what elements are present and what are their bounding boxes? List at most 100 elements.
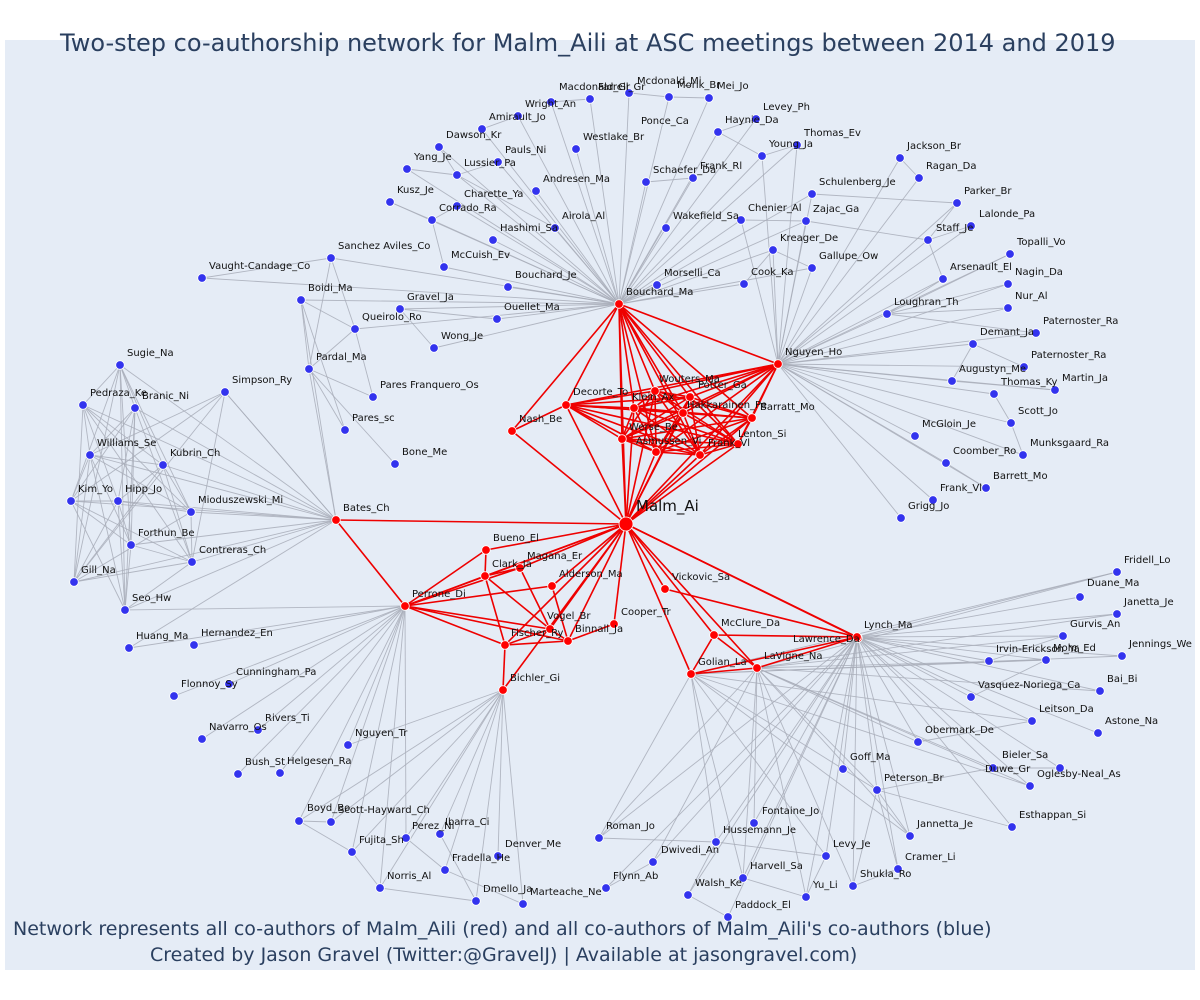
second-step-node[interactable] bbox=[1093, 728, 1103, 738]
second-step-node[interactable] bbox=[493, 157, 503, 167]
second-step-node[interactable] bbox=[1027, 716, 1037, 726]
second-step-node[interactable] bbox=[343, 740, 353, 750]
second-step-node[interactable] bbox=[928, 495, 938, 505]
coauthor-node[interactable] bbox=[695, 450, 705, 460]
second-step-node[interactable] bbox=[120, 605, 130, 615]
second-step-node[interactable] bbox=[531, 186, 541, 196]
coauthor-node[interactable] bbox=[331, 515, 341, 525]
second-step-node[interactable] bbox=[158, 460, 168, 470]
coauthor-node[interactable] bbox=[547, 581, 557, 591]
coauthor-node[interactable] bbox=[686, 669, 696, 679]
second-step-node[interactable] bbox=[807, 189, 817, 199]
coauthor-node[interactable] bbox=[481, 545, 491, 555]
second-step-node[interactable] bbox=[477, 124, 487, 134]
second-step-node[interactable] bbox=[326, 817, 336, 827]
second-step-node[interactable] bbox=[493, 851, 503, 861]
coauthor-node[interactable] bbox=[507, 426, 517, 436]
second-step-node[interactable] bbox=[895, 153, 905, 163]
coauthor-node[interactable] bbox=[614, 299, 624, 309]
coauthor-node[interactable] bbox=[773, 359, 783, 369]
second-step-node[interactable] bbox=[513, 111, 523, 121]
second-step-node[interactable] bbox=[296, 295, 306, 305]
coauthor-node[interactable] bbox=[563, 636, 573, 646]
second-step-node[interactable] bbox=[224, 679, 234, 689]
second-step-node[interactable] bbox=[905, 831, 915, 841]
coauthor-node[interactable] bbox=[752, 663, 762, 673]
second-step-node[interactable] bbox=[848, 881, 858, 891]
second-step-node[interactable] bbox=[503, 282, 513, 292]
second-step-node[interactable] bbox=[838, 764, 848, 774]
second-step-node[interactable] bbox=[434, 142, 444, 152]
coauthor-node[interactable] bbox=[660, 584, 670, 594]
second-step-node[interactable] bbox=[471, 896, 481, 906]
second-step-node[interactable] bbox=[401, 833, 411, 843]
second-step-node[interactable] bbox=[751, 114, 761, 124]
second-step-node[interactable] bbox=[66, 496, 76, 506]
second-step-node[interactable] bbox=[661, 223, 671, 233]
coauthor-node[interactable] bbox=[500, 640, 510, 650]
second-step-node[interactable] bbox=[233, 769, 243, 779]
second-step-node[interactable] bbox=[1019, 362, 1029, 372]
second-step-node[interactable] bbox=[968, 339, 978, 349]
second-step-node[interactable] bbox=[896, 513, 906, 523]
second-step-node[interactable] bbox=[947, 376, 957, 386]
second-step-node[interactable] bbox=[186, 507, 196, 517]
second-step-node[interactable] bbox=[1003, 279, 1013, 289]
second-step-node[interactable] bbox=[347, 847, 357, 857]
second-step-node[interactable] bbox=[1117, 651, 1127, 661]
coauthor-node[interactable] bbox=[498, 685, 508, 695]
second-step-node[interactable] bbox=[807, 263, 817, 273]
second-step-node[interactable] bbox=[988, 763, 998, 773]
second-step-node[interactable] bbox=[711, 837, 721, 847]
second-step-node[interactable] bbox=[801, 892, 811, 902]
second-step-node[interactable] bbox=[757, 151, 767, 161]
second-step-node[interactable] bbox=[275, 768, 285, 778]
second-step-node[interactable] bbox=[704, 93, 714, 103]
second-step-node[interactable] bbox=[1005, 249, 1015, 259]
second-step-node[interactable] bbox=[941, 458, 951, 468]
second-step-node[interactable] bbox=[197, 273, 207, 283]
second-step-node[interactable] bbox=[340, 425, 350, 435]
second-step-node[interactable] bbox=[189, 640, 199, 650]
second-step-node[interactable] bbox=[641, 177, 651, 187]
second-step-node[interactable] bbox=[952, 198, 962, 208]
second-step-node[interactable] bbox=[989, 389, 999, 399]
second-step-node[interactable] bbox=[546, 97, 556, 107]
coauthor-node[interactable] bbox=[561, 400, 571, 410]
second-step-node[interactable] bbox=[439, 262, 449, 272]
second-step-node[interactable] bbox=[1055, 763, 1065, 773]
second-step-node[interactable] bbox=[220, 387, 230, 397]
second-step-node[interactable] bbox=[882, 309, 892, 319]
second-step-node[interactable] bbox=[435, 829, 445, 839]
second-step-node[interactable] bbox=[1018, 450, 1028, 460]
second-step-node[interactable] bbox=[938, 274, 948, 284]
second-step-node[interactable] bbox=[738, 873, 748, 883]
second-step-node[interactable] bbox=[624, 88, 634, 98]
coauthor-node[interactable] bbox=[852, 632, 862, 642]
second-step-node[interactable] bbox=[1025, 781, 1035, 791]
second-step-node[interactable] bbox=[1041, 655, 1051, 665]
second-step-node[interactable] bbox=[1007, 822, 1017, 832]
second-step-node[interactable] bbox=[1112, 567, 1122, 577]
second-step-node[interactable] bbox=[664, 92, 674, 102]
coauthor-node[interactable] bbox=[678, 408, 688, 418]
second-step-node[interactable] bbox=[1095, 686, 1105, 696]
second-step-node[interactable] bbox=[253, 725, 263, 735]
second-step-node[interactable] bbox=[981, 483, 991, 493]
coauthor-node[interactable] bbox=[400, 601, 410, 611]
second-step-node[interactable] bbox=[688, 173, 698, 183]
second-step-node[interactable] bbox=[739, 279, 749, 289]
second-step-node[interactable] bbox=[78, 400, 88, 410]
second-step-node[interactable] bbox=[402, 164, 412, 174]
second-step-node[interactable] bbox=[197, 734, 207, 744]
coauthor-node[interactable] bbox=[709, 630, 719, 640]
coauthor-node[interactable] bbox=[629, 403, 639, 413]
second-step-node[interactable] bbox=[571, 144, 581, 154]
second-step-node[interactable] bbox=[594, 833, 604, 843]
second-step-node[interactable] bbox=[368, 392, 378, 402]
second-step-node[interactable] bbox=[723, 912, 733, 922]
second-step-node[interactable] bbox=[375, 883, 385, 893]
second-step-node[interactable] bbox=[713, 127, 723, 137]
second-step-node[interactable] bbox=[169, 691, 179, 701]
second-step-node[interactable] bbox=[585, 94, 595, 104]
